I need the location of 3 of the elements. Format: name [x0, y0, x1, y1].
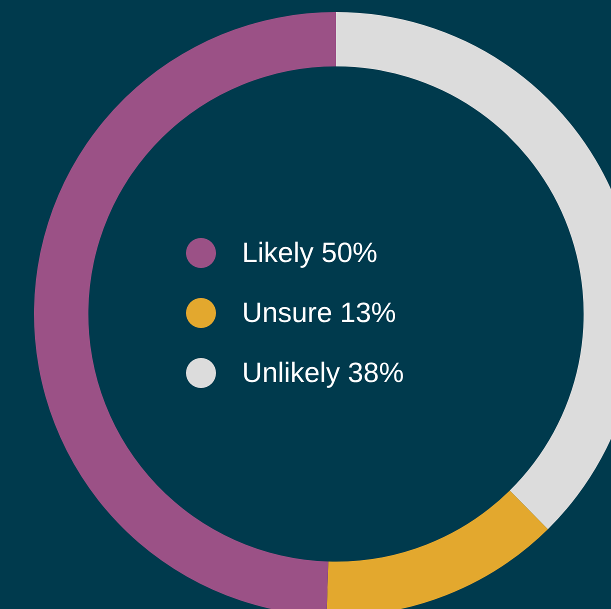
- legend-label: Likely 50%: [242, 237, 378, 269]
- legend-label: Unsure 13%: [242, 297, 396, 329]
- legend-label: Unlikely 38%: [242, 357, 404, 389]
